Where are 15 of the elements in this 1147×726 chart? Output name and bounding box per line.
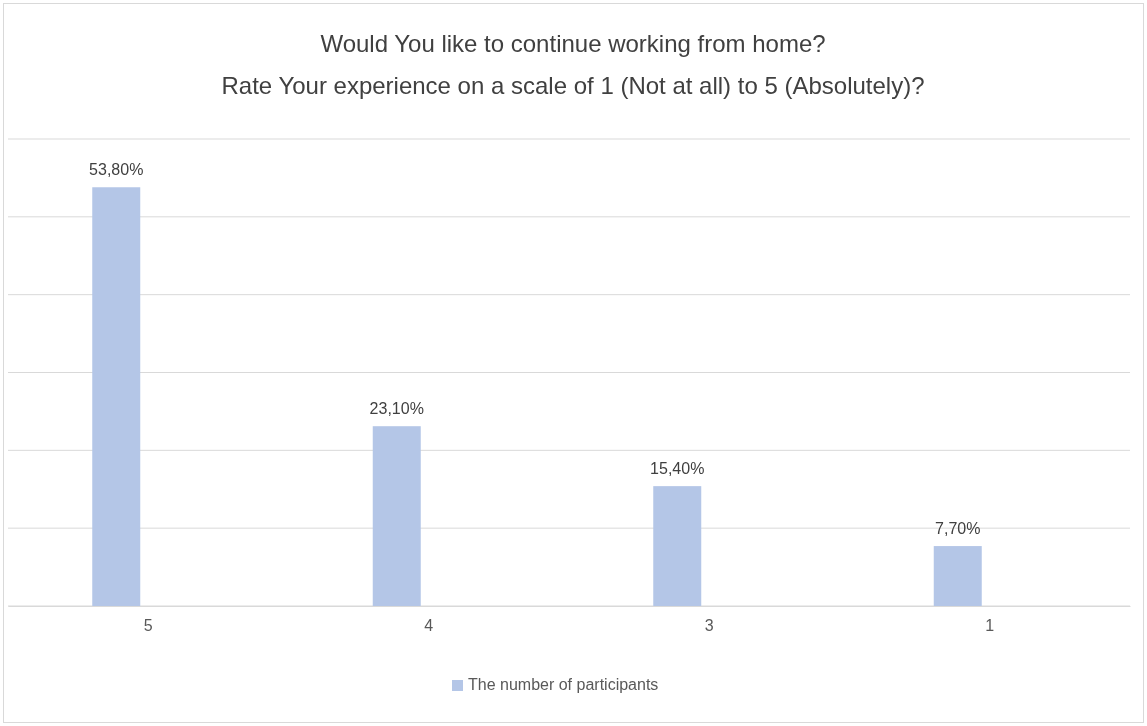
bar	[372, 426, 421, 606]
x-tick-label: 5	[143, 617, 153, 635]
bar	[92, 187, 141, 606]
data-label: 53,80%	[89, 161, 144, 179]
bar	[933, 546, 982, 606]
legend-label: The number of participants	[468, 676, 659, 693]
chart-subtitle: Rate Your experience on a scale of 1 (Not at all) to 5 (Absolutely)?	[221, 72, 925, 99]
data-label: 15,40%	[650, 460, 705, 478]
x-tick-label: 1	[985, 617, 995, 635]
x-tick-label: 3	[704, 617, 714, 635]
chart-title: Would You like to continue working from home?	[320, 30, 826, 57]
bar	[653, 486, 702, 606]
data-label: 7,70%	[935, 520, 981, 538]
data-label: 23,10%	[369, 400, 424, 418]
x-tick-label: 4	[424, 617, 434, 635]
